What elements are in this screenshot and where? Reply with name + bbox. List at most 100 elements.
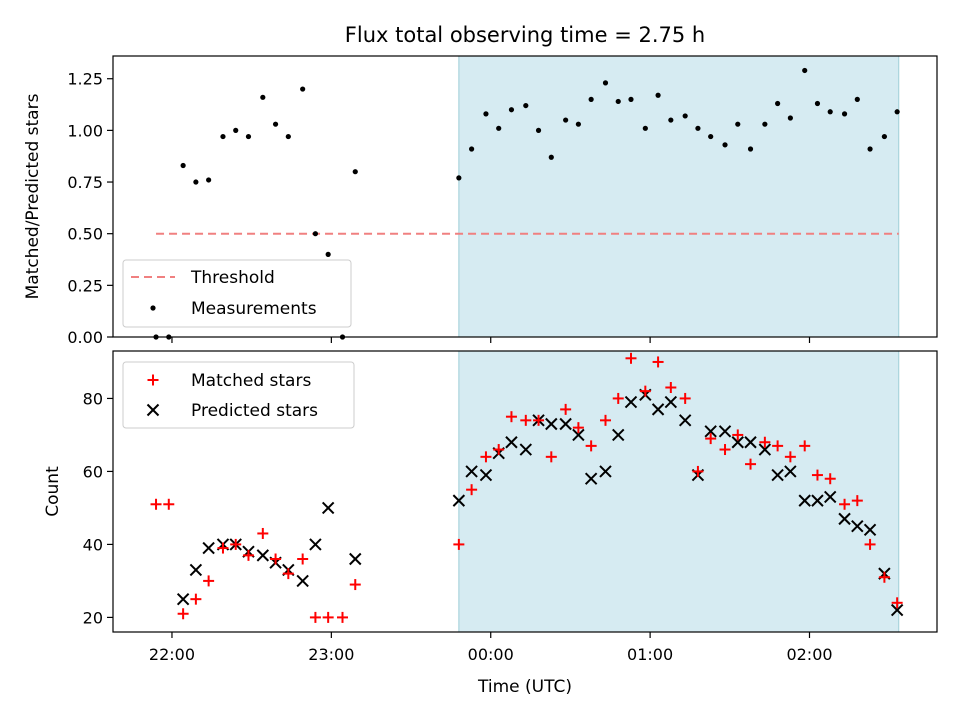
y-tick-label: 1.25 bbox=[67, 70, 103, 89]
cross-b-stroke bbox=[651, 403, 665, 416]
matched-star-point bbox=[297, 553, 309, 565]
measurement-point bbox=[575, 121, 581, 127]
measurements-legend-label: Measurements bbox=[191, 299, 317, 319]
measurement-point bbox=[802, 67, 808, 74]
measurement-point bbox=[563, 117, 569, 123]
cross-b-stroke bbox=[863, 523, 877, 537]
y-tick-label: 0.25 bbox=[67, 276, 103, 295]
y-tick-label: 1.00 bbox=[67, 121, 103, 140]
cross-b-stroke bbox=[731, 436, 744, 449]
matched-star-point bbox=[705, 433, 717, 445]
threshold-legend-label: Threshold bbox=[190, 268, 275, 288]
predicted-star-point bbox=[176, 592, 190, 606]
measurement-point bbox=[722, 142, 728, 148]
y-tick-label: 0.00 bbox=[67, 328, 103, 347]
predicted-legend-marker bbox=[146, 403, 160, 417]
measurement-point bbox=[508, 107, 515, 113]
measurement-point bbox=[668, 117, 674, 123]
x-tick-label: 00:00 bbox=[468, 645, 514, 664]
measurement-point bbox=[762, 121, 768, 127]
matched-star-point bbox=[891, 597, 903, 609]
measurement-point bbox=[352, 169, 358, 175]
matched-star-point bbox=[230, 538, 242, 550]
measurement-point bbox=[535, 127, 542, 133]
predicted-star-point bbox=[704, 425, 717, 438]
predicted-star-point bbox=[824, 490, 837, 504]
measurement-point bbox=[233, 127, 239, 133]
predicted-star-point bbox=[584, 472, 598, 485]
matched-star-point bbox=[824, 473, 836, 485]
cross-b-stroke bbox=[146, 403, 160, 417]
measurement-point bbox=[735, 121, 741, 127]
cross-b-stroke bbox=[624, 395, 638, 409]
ratio-panel: 0.00 0.25 0.50 0.75 1.00 1.25 Matched/Predict… bbox=[23, 55, 938, 347]
ratio-axes-frame bbox=[112, 55, 938, 338]
predicted-star-point bbox=[296, 574, 309, 588]
measurement-point bbox=[456, 175, 462, 181]
y-tick-label: 0.75 bbox=[67, 173, 103, 192]
y-tick-label: 60 bbox=[83, 462, 103, 481]
matched-star-point bbox=[349, 579, 361, 591]
measurement-point bbox=[285, 133, 291, 140]
matched-star-point bbox=[679, 392, 691, 404]
measurement-point bbox=[708, 133, 714, 140]
matched-star-point bbox=[520, 414, 532, 426]
count-y-axis-label: Count bbox=[43, 466, 63, 517]
matched-star-point bbox=[612, 392, 624, 404]
predicted-star-point bbox=[505, 436, 518, 449]
cross-b-stroke bbox=[559, 417, 572, 431]
measurement-point bbox=[867, 146, 873, 152]
matched-star-point bbox=[599, 414, 611, 426]
cross-b-stroke bbox=[704, 425, 717, 438]
measurement-point bbox=[245, 133, 252, 140]
matched-star-point bbox=[309, 611, 321, 623]
count-legend: Matched stars Predicted stars bbox=[122, 361, 355, 429]
x-tick-label: 02:00 bbox=[786, 645, 832, 664]
matched-star-point bbox=[493, 444, 505, 456]
predicted-star-point bbox=[863, 523, 877, 537]
cross-b-stroke bbox=[811, 494, 824, 507]
matched-star-point bbox=[759, 436, 771, 448]
matched-star-point bbox=[480, 451, 492, 463]
cross-b-stroke bbox=[545, 417, 558, 431]
measurement-point bbox=[272, 121, 279, 127]
matched-star-point bbox=[453, 538, 465, 550]
matched-star-point bbox=[270, 553, 282, 565]
cross-b-stroke bbox=[612, 428, 625, 442]
cross-b-stroke bbox=[851, 519, 864, 533]
chart-title: Flux total observing time = 2.75 h bbox=[345, 23, 705, 47]
matched-star-point bbox=[784, 451, 796, 463]
cross-b-stroke bbox=[718, 425, 732, 438]
x-tick-label: 01:00 bbox=[627, 645, 673, 664]
measurement-point bbox=[325, 251, 331, 257]
cross-b-stroke bbox=[479, 468, 493, 482]
count-legend-box bbox=[122, 361, 355, 429]
cross-b-stroke bbox=[678, 414, 692, 427]
predicted-star-point bbox=[479, 468, 493, 482]
predicted-star-point bbox=[838, 512, 851, 526]
cross-b-stroke bbox=[824, 490, 837, 504]
cross-b-stroke bbox=[256, 549, 270, 562]
matched-legend-swatch bbox=[147, 374, 159, 386]
y-tick-label: 20 bbox=[83, 608, 103, 627]
measurement-point bbox=[827, 109, 833, 115]
y-tick-label: 40 bbox=[83, 535, 103, 554]
predicted-star-point bbox=[651, 403, 665, 416]
predicted-star-point bbox=[811, 494, 824, 507]
cross-b-stroke bbox=[758, 443, 772, 456]
matched-star-point bbox=[150, 498, 162, 510]
matched-star-point bbox=[719, 444, 731, 456]
predicted-star-point bbox=[731, 436, 744, 449]
measurement-point bbox=[682, 113, 688, 119]
matched-star-point bbox=[732, 429, 744, 441]
matched-star-point bbox=[692, 465, 704, 477]
matched-star-point bbox=[163, 498, 175, 510]
measurements-legend-swatch bbox=[150, 305, 156, 311]
measurement-point bbox=[260, 94, 266, 100]
predicted-legend-label: Predicted stars bbox=[191, 401, 318, 421]
matched-star-point bbox=[864, 538, 876, 550]
cross-b-stroke bbox=[784, 465, 797, 478]
ratio-legend-box bbox=[122, 259, 352, 328]
measurement-point bbox=[894, 109, 900, 115]
